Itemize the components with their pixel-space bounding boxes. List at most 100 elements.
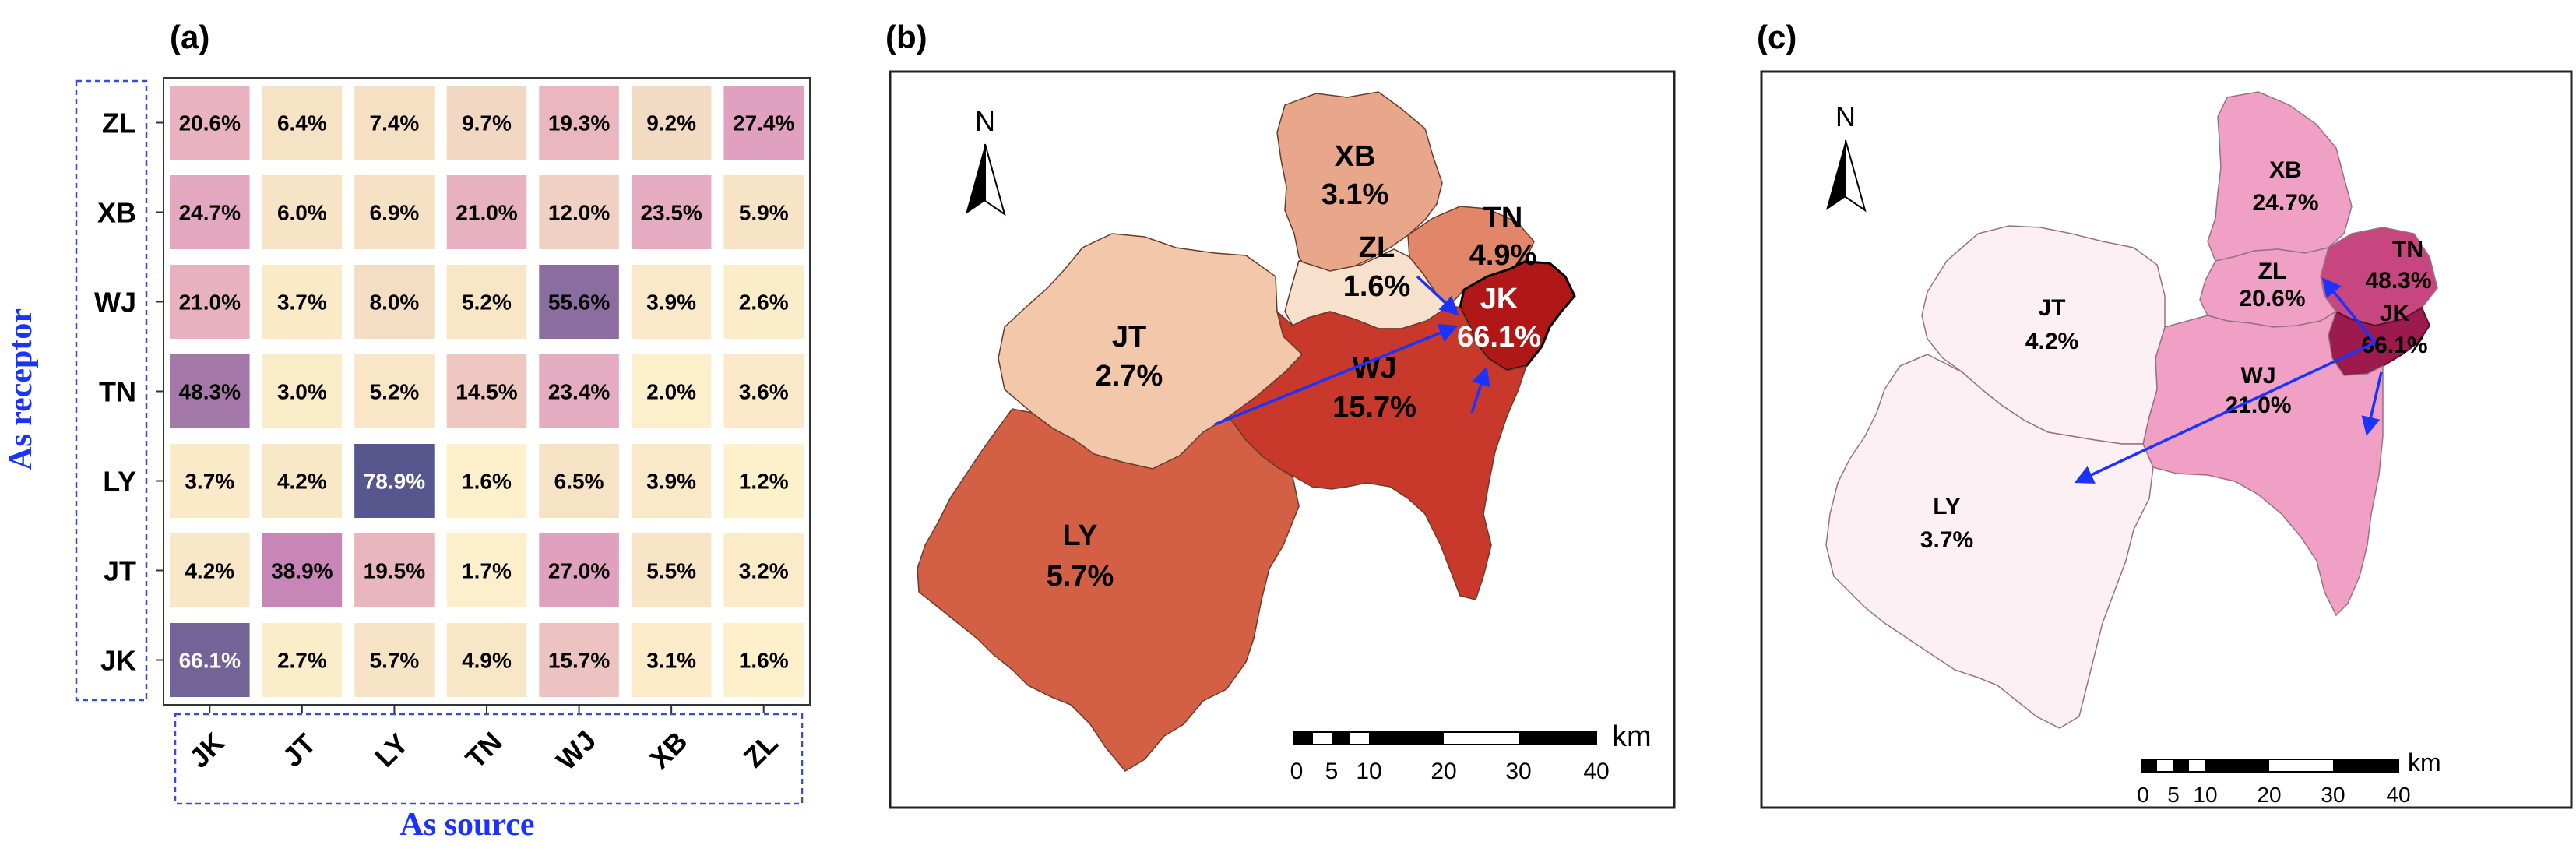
heatmap-value-label: 48.3% xyxy=(179,380,241,404)
heatmap-value-label: 15.7% xyxy=(548,649,610,673)
map-b-value-xb: 3.1% xyxy=(1321,178,1389,211)
heatmap-value-label: 2.0% xyxy=(646,380,696,404)
heatmap-cell-XB-TN xyxy=(446,175,527,249)
map-b-value-zl: 1.6% xyxy=(1343,270,1411,303)
heatmap-value-label: 3.7% xyxy=(277,290,327,315)
heatmap-value-label: 12.0% xyxy=(548,201,610,225)
north-label-b: N xyxy=(975,105,995,137)
map-b-labels: XB 3.1% JT 2.7% ZL 1.6% TN 4.9% JK 66.1%… xyxy=(1047,140,1541,593)
map-b-value-jk: 66.1% xyxy=(1457,321,1541,354)
heatmap-cell-JT-TN xyxy=(446,533,527,607)
heatmap-value-label: 6.0% xyxy=(277,201,327,225)
heatmap-cell-LY-TN xyxy=(446,444,527,518)
scale-tick-b-40: 40 xyxy=(1583,759,1609,784)
heatmap-cell-JK-XB xyxy=(631,623,712,697)
y-axis-label: As receptor xyxy=(3,308,39,470)
heatmap-value-label: 9.7% xyxy=(462,111,512,136)
heatmap-cell-WJ-WJ xyxy=(539,265,619,339)
heatmap-value-label: 23.5% xyxy=(640,201,702,225)
heatmap-cell-LY-WJ xyxy=(539,444,619,518)
heatmap-cell-JK-ZL xyxy=(723,623,804,697)
map-c-label-tn: TN xyxy=(2392,237,2423,262)
source-dashed-box xyxy=(174,713,804,805)
receptor-dashed-box xyxy=(75,79,148,702)
map-c-label-jk: JK xyxy=(2380,301,2410,326)
scale-tick-c-0: 0 xyxy=(2137,783,2149,807)
heatmap-value-label: 27.4% xyxy=(733,111,794,136)
north-arrow-c: N xyxy=(1826,100,1867,213)
panel-label-b: (b) xyxy=(885,19,927,55)
row-label-XB: XB xyxy=(97,197,136,229)
region-b-xb xyxy=(1276,91,1443,275)
heatmap-cell-JK-JT xyxy=(262,623,343,697)
heatmap-value-label: 1.7% xyxy=(462,559,512,583)
map-c-value-xb: 24.7% xyxy=(2252,190,2318,216)
heatmap-cell-JT-WJ xyxy=(539,533,619,607)
map-c-label-zl: ZL xyxy=(2258,259,2287,284)
map-b-arrows xyxy=(1214,275,1490,426)
scale-tick-b-30: 30 xyxy=(1505,759,1531,784)
heatmap-cell-WJ-JT xyxy=(262,265,343,339)
heatmap-cell-XB-LY xyxy=(354,175,435,249)
heatmap-cell-TN-JT xyxy=(262,354,343,428)
heatmap-value-label: 27.0% xyxy=(548,559,610,583)
heatmap-value-label: 4.2% xyxy=(277,470,327,494)
heatmap-cell-XB-WJ xyxy=(539,175,619,249)
row-label-WJ: WJ xyxy=(94,287,136,319)
scale-tick-c-10: 10 xyxy=(2193,783,2217,807)
heatmap-cells: 20.6% 6.4% 7.4% 9.7% 19.3% 9.2% 27.4% 24.7% 6.0%… xyxy=(170,86,804,697)
scale-tick-c-20: 20 xyxy=(2257,783,2281,807)
north-label-c: N xyxy=(1835,100,1856,132)
north-arrow-b: N xyxy=(966,105,1006,217)
heatmap-cell-XB-XB xyxy=(631,175,712,249)
col-label-ZL: ZL xyxy=(737,727,784,773)
map-b-label-jk: JK xyxy=(1480,283,1519,315)
map-c-label-xb: XB xyxy=(2269,157,2302,183)
heatmap-cell-ZL-ZL xyxy=(723,86,804,160)
arrow-b-wj-to-jk xyxy=(1470,366,1490,414)
row-label-ZL: ZL xyxy=(102,107,136,139)
heatmap-value-label: 4.2% xyxy=(185,559,234,583)
map-c-label-wj: WJ xyxy=(2241,363,2276,389)
heatmap-cell-XB-ZL xyxy=(723,175,804,249)
scale-tick-c-40: 40 xyxy=(2386,783,2410,807)
heatmap-value-label: 78.9% xyxy=(364,470,425,494)
heatmap-value-label: 6.4% xyxy=(277,111,327,136)
heatmap-value-label: 3.9% xyxy=(646,290,696,315)
heatmap-value-label: 19.3% xyxy=(548,111,610,136)
row-label-JT: JT xyxy=(104,555,136,587)
col-label-JT: JT xyxy=(276,727,322,773)
map-b-label-ly: LY xyxy=(1062,519,1097,552)
map-b-label-jt: JT xyxy=(1112,321,1146,354)
map-c-value-zl: 20.6% xyxy=(2239,286,2305,312)
heatmap-cell-JK-JK xyxy=(170,623,250,697)
heatmap-cell-LY-JK xyxy=(170,444,250,518)
heatmap-value-label: 19.5% xyxy=(364,559,425,583)
heatmap-cell-XB-JT xyxy=(262,175,343,249)
region-b-ly xyxy=(917,408,1300,772)
region-c-ly xyxy=(1825,354,2154,729)
row-label-JK: JK xyxy=(100,645,136,677)
heatmap-value-label: 5.2% xyxy=(370,380,420,404)
heatmap-value-label: 38.9% xyxy=(271,559,333,583)
heatmap-value-label: 5.7% xyxy=(370,649,420,673)
heatmap-cell-TN-XB xyxy=(631,354,712,428)
heatmap-cell-JT-ZL xyxy=(723,533,804,607)
heatmap-cell-JK-WJ xyxy=(539,623,619,697)
heatmap-value-label: 1.6% xyxy=(462,470,512,494)
map-c-label-jt: JT xyxy=(2038,295,2065,321)
map-c-value-ly: 3.7% xyxy=(1920,527,1973,553)
heatmap-value-label: 5.5% xyxy=(646,559,696,583)
scale-tick-b-5: 5 xyxy=(1325,759,1339,784)
heatmap-cell-TN-LY xyxy=(354,354,435,428)
heatmap-value-label: 6.9% xyxy=(370,201,420,225)
scale-unit-b: km xyxy=(1612,720,1652,753)
heatmap-value-label: 6.5% xyxy=(554,470,604,494)
panel-label-c: (c) xyxy=(1757,19,1797,55)
map-b-label-zl: ZL xyxy=(1359,231,1395,264)
scale-tick-b-20: 20 xyxy=(1431,759,1456,784)
heatmap-cell-ZL-XB xyxy=(631,86,712,160)
heatmap-value-label: 3.0% xyxy=(277,380,327,404)
map-b-value-tn: 4.9% xyxy=(1469,239,1537,272)
